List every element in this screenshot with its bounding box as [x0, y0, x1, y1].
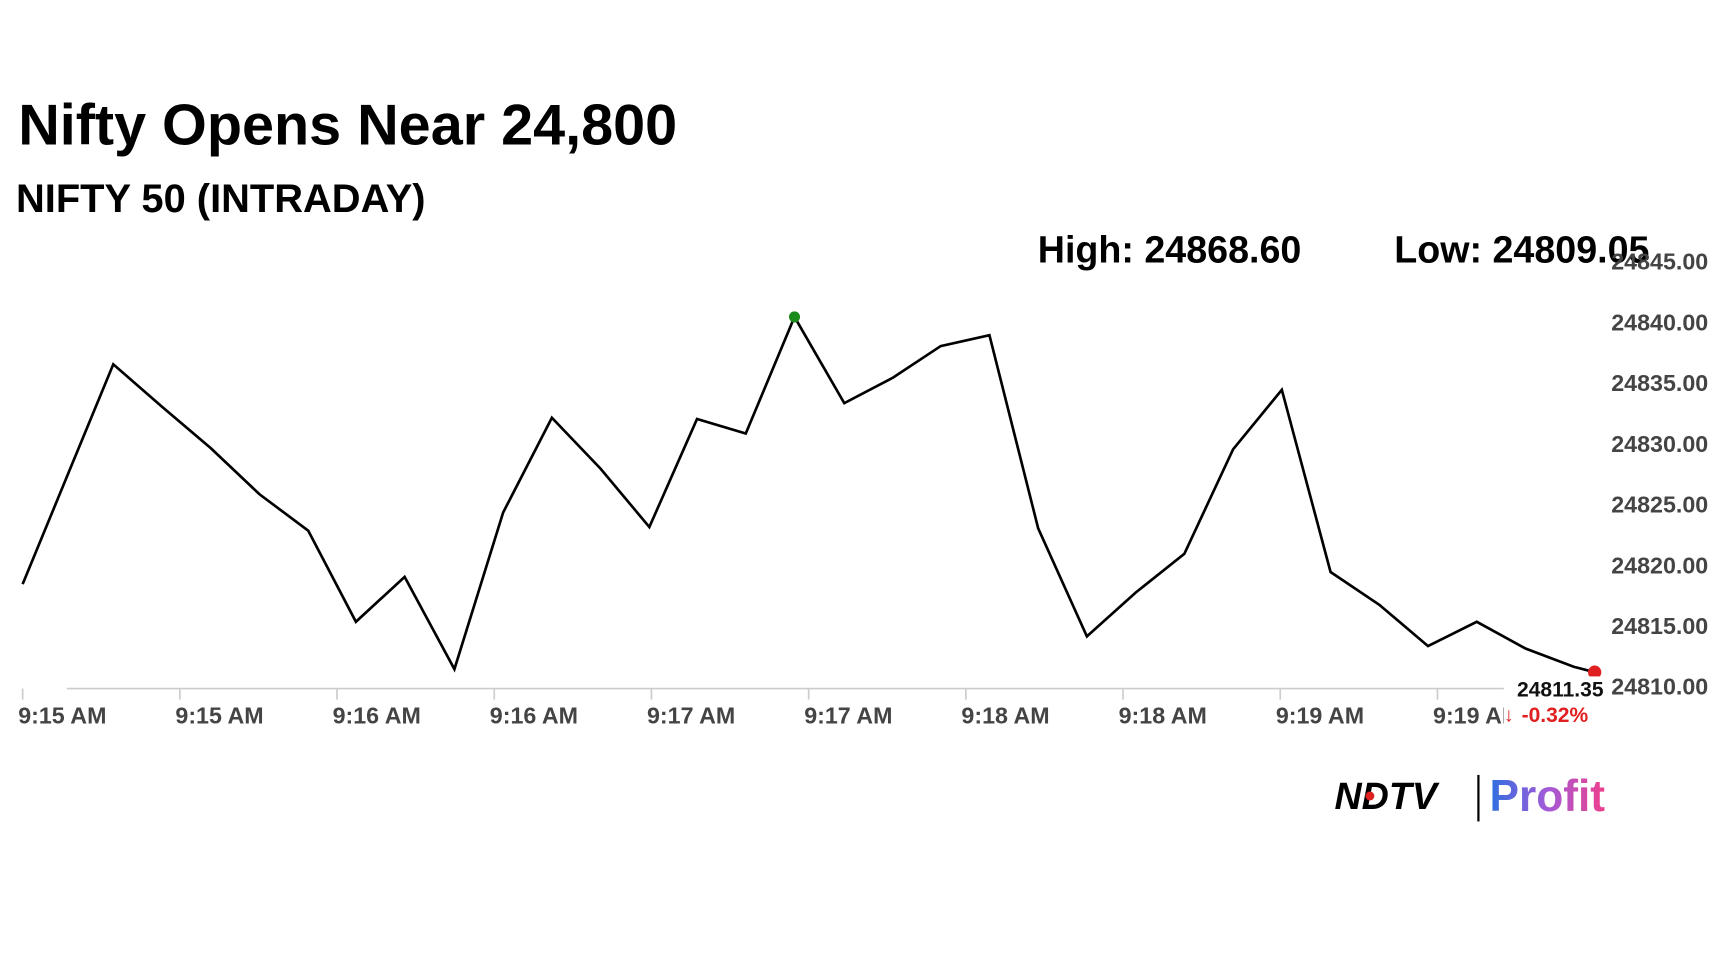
x-tick-label: 9:15 AM [18, 703, 106, 729]
logo-dot [1365, 791, 1375, 801]
x-tick-label: 9:18 AM [1119, 703, 1207, 729]
y-tick-label: 24815.00 [1611, 613, 1708, 639]
price-line [21, 313, 1595, 674]
x-axis: 9:15 AM 9:15 AM 9:16 AM 9:16 AM 9:17 AM 9:17 … [18, 703, 1521, 729]
last-label-bg [1503, 676, 1608, 728]
x-tick-label: 9:15 AM [175, 703, 263, 729]
y-tick-label: 24810.00 [1611, 674, 1708, 700]
y-tick-label: 24845.00 [1611, 249, 1708, 275]
subtitle: NIFTY 50 (INTRADAY) [16, 177, 426, 221]
logo-ndtv: NDTV [1335, 775, 1440, 817]
x-tick-label: 9:19 AM [1276, 703, 1364, 729]
x-tick-label: 9:18 AM [961, 703, 1049, 729]
y-tick-label: 24820.00 [1611, 552, 1708, 578]
logo-profit: Profit [1489, 772, 1605, 821]
y-tick-label: 24835.00 [1611, 370, 1708, 396]
title: Nifty Opens Near 24,800 [18, 94, 677, 158]
y-tick-label: 24830.00 [1611, 431, 1708, 457]
last-value-label: 24811.35 [1517, 678, 1604, 701]
high-marker [788, 311, 801, 323]
y-tick-label: 24825.00 [1611, 492, 1708, 518]
y-tick-label: 24840.00 [1611, 309, 1708, 335]
x-tick-label: 9:17 AM [647, 703, 735, 729]
change-arrow: ↓ [1504, 705, 1514, 727]
x-tick-label: 9:19 AM [1433, 703, 1521, 729]
last-marker [1588, 665, 1602, 679]
x-tick-label: 9:16 AM [490, 703, 578, 729]
high-label: High: 24868.60 [1038, 228, 1302, 270]
low-label: Low: 24809.05 [1394, 228, 1649, 270]
x-tick-label: 9:17 AM [804, 703, 892, 729]
change-label: -0.32% [1522, 704, 1589, 727]
x-tick-label: 9:16 AM [333, 703, 421, 729]
